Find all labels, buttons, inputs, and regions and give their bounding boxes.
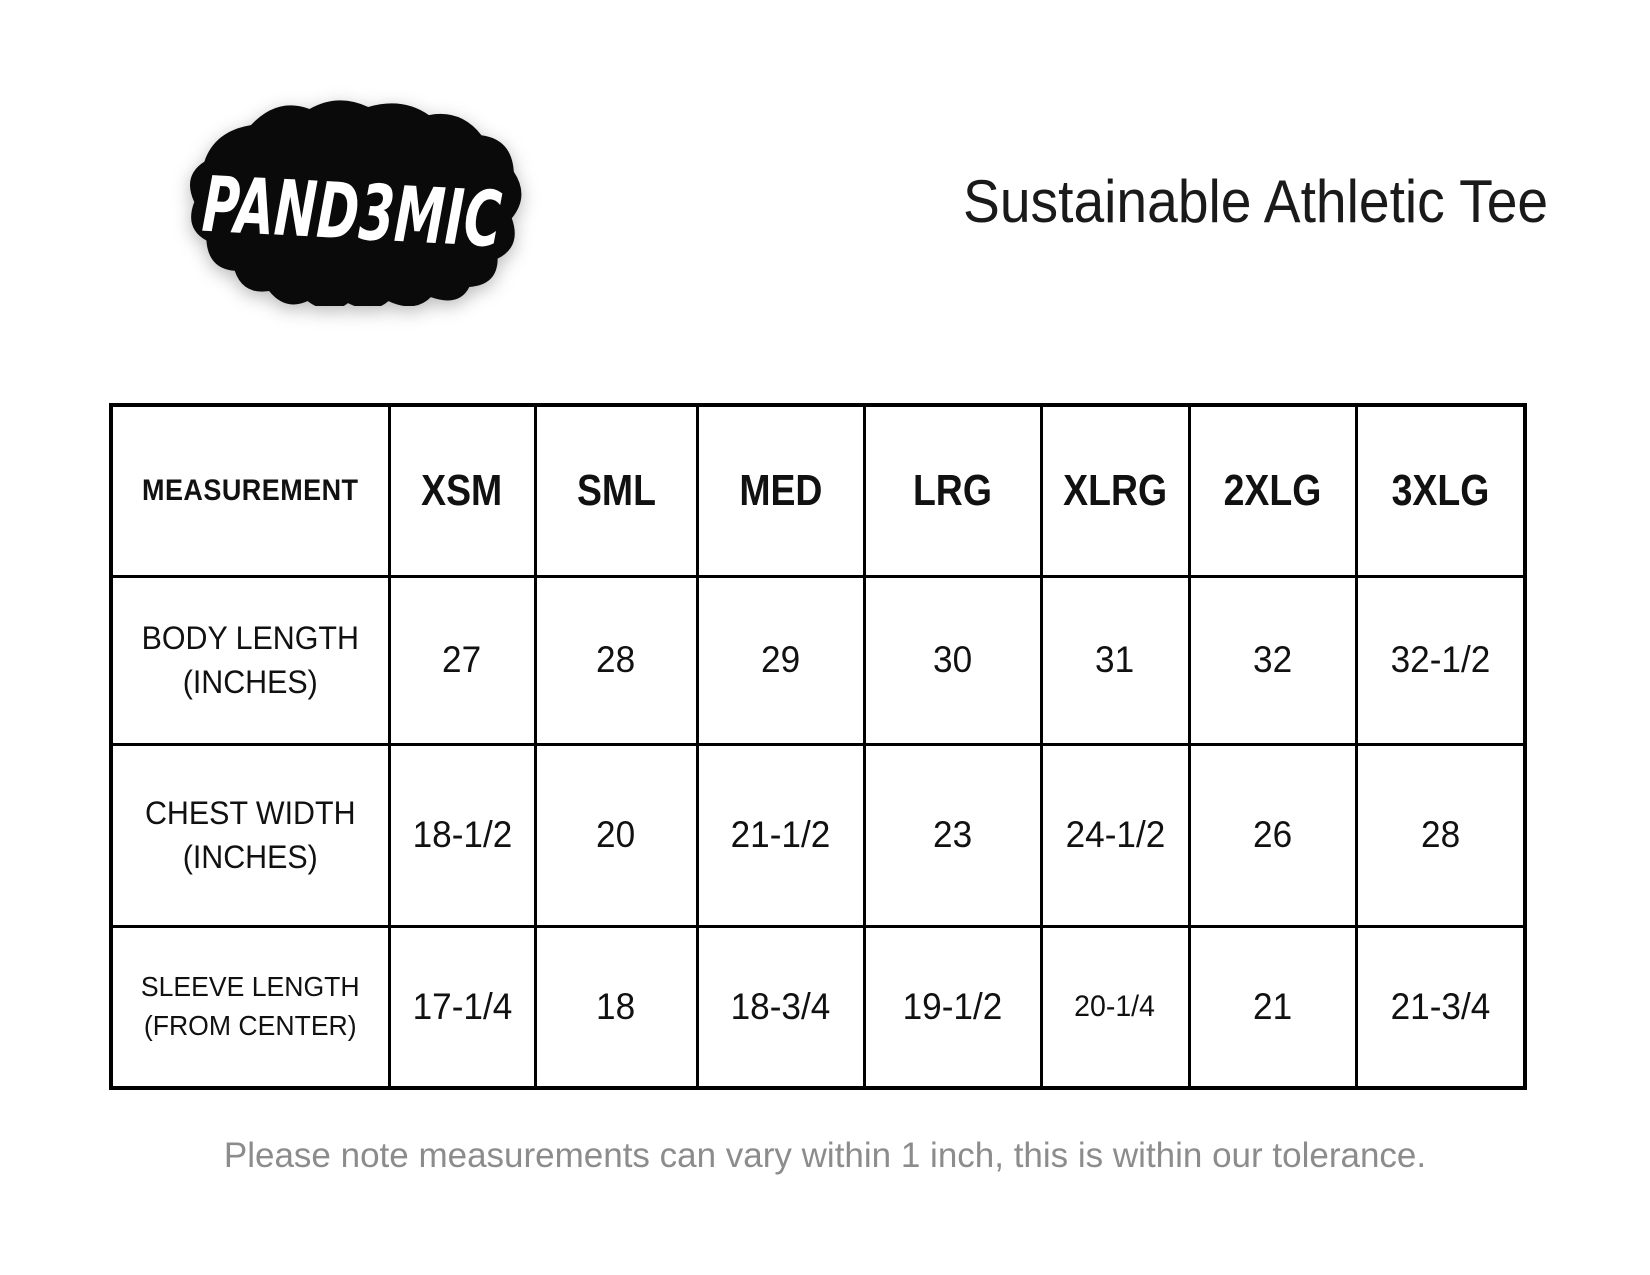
product-title-text: Sustainable Athletic Tee [963,168,1549,235]
value-cell: 20-1/4 [1039,924,1191,1090]
value-cell: 20 [533,742,699,928]
column-header-med: MED [695,403,866,578]
value-cell: 18 [533,924,699,1090]
value-cell: 17-1/4 [387,924,537,1090]
logo-text: PAND3MIC [200,161,504,266]
column-header-lrg: LRG [862,403,1043,578]
row-label-body-length: BODY LENGTH (INCHES) [109,574,391,746]
value-cell: 19-1/2 [862,924,1043,1090]
table-row-sleeve-length: SLEEVE LENGTH (FROM CENTER) 17-1/4 18 18… [109,924,1527,1090]
value-cell: 18-1/2 [387,742,537,928]
column-header-xlrg: XLRG [1039,403,1191,578]
value-cell: 21-1/2 [695,742,866,928]
product-title: Sustainable Athletic Tee [963,172,1599,232]
value-cell: 26 [1187,742,1358,928]
logo-blob-shape [189,100,522,310]
table-row-chest-width: CHEST WIDTH (INCHES) 18-1/2 20 21-1/2 23… [109,742,1527,928]
value-cell: 28 [1354,742,1527,928]
column-header-xsm: XSM [387,403,537,578]
value-cell: 28 [533,574,699,746]
value-cell: 32 [1187,574,1358,746]
brand-logo: PAND3MIC [170,92,530,310]
value-cell: 29 [695,574,866,746]
value-cell: 21 [1187,924,1358,1090]
value-cell: 18-3/4 [695,924,866,1090]
tolerance-note: Please note measurements can vary within… [0,1136,1650,1176]
value-cell: 30 [862,574,1043,746]
column-header-sml: SML [533,403,699,578]
value-cell: 27 [387,574,537,746]
header-row: MEASUREMENT XSM SML MED LRG XLRG 2XLG 3X… [109,403,1527,578]
value-cell: 32-1/2 [1354,574,1527,746]
tolerance-note-text: Please note measurements can vary within… [223,1136,1427,1175]
value-cell: 24-1/2 [1039,742,1191,928]
column-header-2xlg: 2XLG [1187,403,1358,578]
size-chart-table: MEASUREMENT XSM SML MED LRG XLRG 2XLG 3X… [109,403,1527,1090]
table-row-body-length: BODY LENGTH (INCHES) 27 28 29 30 31 32 3… [109,574,1527,746]
column-header-3xlg: 3XLG [1354,403,1527,578]
value-cell: 23 [862,742,1043,928]
row-label-chest-width: CHEST WIDTH (INCHES) [109,742,391,928]
value-cell: 31 [1039,574,1191,746]
column-header-measurement: MEASUREMENT [109,403,391,578]
brand-logo-sticker: PAND3MIC [189,100,522,310]
row-label-sleeve-length: SLEEVE LENGTH (FROM CENTER) [109,924,391,1090]
value-cell: 21-3/4 [1354,924,1527,1090]
